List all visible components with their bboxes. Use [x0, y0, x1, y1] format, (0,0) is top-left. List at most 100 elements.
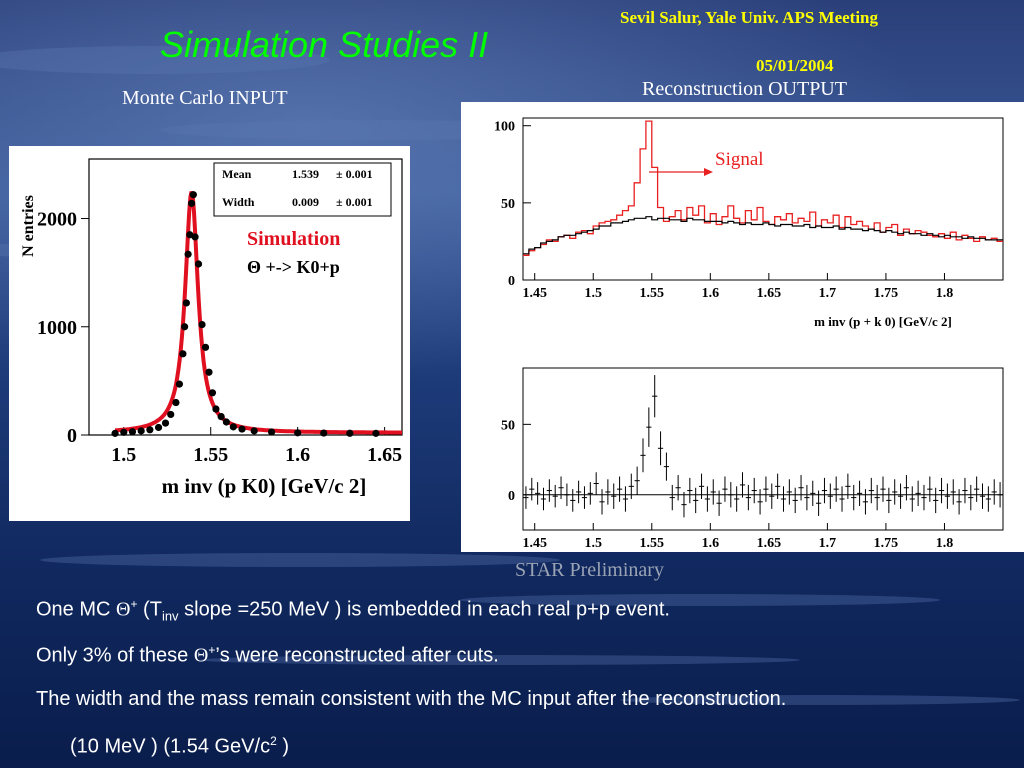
signal-arrowhead: [704, 168, 713, 176]
mc-ytick-label: 2000: [37, 209, 77, 231]
reco-bottom-data-point: [716, 490, 722, 516]
mc-data-point: [191, 233, 199, 241]
reco-bottom-xtick-label: 1.45: [522, 536, 547, 551]
reco-bottom-data-point: [587, 482, 593, 505]
reco-bottom-data-point: [739, 472, 746, 498]
reco-bottom-data-point: [693, 487, 699, 514]
reco-output-chart: 1.45 1.5 1.55 1.6 1.65 1.7 1.75 1.8 0 50 100 Signa…: [494, 117, 1004, 551]
reco-bottom-data-point: [956, 489, 962, 515]
reco-bottom-data-point: [687, 477, 693, 504]
reco-bottom-data-point: [529, 477, 535, 501]
reco-bottom-data-point: [833, 476, 839, 502]
mc-data-point: [201, 343, 210, 351]
mc-data-point: [212, 405, 220, 413]
reco-bottom-data-point: [628, 473, 634, 500]
mc-xtick-label: 1.55: [193, 444, 228, 466]
reco-bottom-data-point: [657, 431, 664, 466]
reco-bottom-data-point: [769, 483, 775, 509]
stats-mean-label: Mean: [222, 167, 252, 181]
right-caption: Reconstruction OUTPUT: [642, 78, 847, 100]
header-author: Sevil Salur, Yale Univ. APS Meeting: [620, 8, 879, 27]
mc-ytick-label: 0: [67, 425, 77, 447]
reco-bottom-data-point: [874, 484, 880, 511]
reco-bottom-data-point: [938, 477, 945, 504]
bullet-embedded: One MC Θ+ (Tinv slope =250 MeV ) is embe…: [36, 597, 670, 624]
reco-output-panel: 1.45 1.5 1.55 1.6 1.65 1.7 1.75 1.8 0 50 100 Signa…: [461, 102, 1024, 552]
stats-width-error: ± 0.001: [336, 195, 373, 209]
b1-mid: (T: [137, 598, 162, 621]
bullet-reconstructed: Only 3% of these Θ+’s were reconstructed…: [36, 643, 499, 668]
reco-top-xtick-label: 1.5: [584, 286, 602, 301]
reco-bottom-xtick-label: 1.8: [936, 536, 954, 551]
reco-bottom-data-point: [821, 477, 828, 504]
mc-data-point: [189, 191, 197, 199]
reco-bottom-xtick-label: 1.7: [819, 536, 837, 551]
b1-pre: One MC: [36, 598, 117, 621]
mc-stats-box: [213, 162, 392, 217]
mc-data-point: [137, 427, 145, 435]
reco-black-histogram: [523, 216, 1003, 255]
b2-sup: +: [208, 643, 216, 657]
reco-bottom-xtick-label: 1.5: [584, 536, 602, 551]
reco-bottom-data-point: [634, 466, 640, 495]
slide-title: Simulation Studies II: [160, 24, 489, 65]
reco-bottom-data-point: [792, 487, 798, 514]
reco-bottom-data-point: [757, 489, 763, 515]
reco-bottom-data-point: [564, 483, 570, 507]
reco-bottom-data-point: [892, 479, 898, 505]
mc-data-point: [294, 429, 302, 437]
reco-bottom-data-point: [845, 473, 851, 500]
reco-bottom-data-point: [897, 483, 904, 509]
reco-bottom-data-point: [611, 483, 617, 509]
mc-data-point: [154, 423, 163, 432]
mc-data-point: [175, 380, 184, 388]
mc-data-point: [250, 427, 258, 435]
reco-bottom-frame: [522, 367, 1004, 531]
reco-bottom-data-point: [974, 476, 980, 502]
reco-top-xtick-label: 1.65: [757, 286, 782, 301]
reco-bottom-data-point: [745, 484, 751, 511]
b2-pre: Only 3% of these: [36, 644, 194, 667]
reco-bottom-data-point: [669, 484, 675, 511]
mc-data-point: [184, 250, 192, 258]
mc-data-point: [198, 321, 206, 329]
reco-bottom-data-point: [681, 491, 687, 518]
mc-data-point: [172, 398, 180, 407]
reco-bottom-data-point: [663, 452, 670, 481]
reco-bottom-data-point: [944, 483, 950, 509]
reco-bottom-data-point: [886, 487, 892, 514]
mc-data-point: [267, 428, 276, 436]
reco-bottom-data-point: [570, 489, 576, 512]
reco-bottom-data-point: [675, 475, 681, 501]
reco-bottom-data-point: [868, 477, 874, 504]
reco-bottom-data-point: [622, 486, 629, 512]
reco-bottom-xtick-label: 1.55: [640, 536, 665, 551]
reco-bottom-data-point: [546, 479, 552, 502]
mc-data-point: [128, 428, 137, 436]
reco-red-histogram: [523, 120, 1003, 256]
reco-bottom-data-point: [581, 486, 588, 509]
reco-bottom-data-point: [734, 486, 740, 512]
reco-top-ytick-label: 50: [501, 197, 515, 212]
reco-bottom-data-point: [810, 480, 816, 507]
b1-sup: +: [130, 597, 138, 611]
reco-bottom-data-point: [605, 479, 611, 505]
reco-bottom-data-point: [827, 483, 833, 509]
mc-ytick-label: 1000: [37, 317, 77, 339]
mc-data-point: [187, 199, 196, 207]
b1-post: slope =250 MeV ) is embedded in each rea…: [178, 598, 670, 621]
b1-theta: Θ: [116, 598, 131, 621]
mc-data-point: [238, 425, 246, 433]
reco-bottom-data-point: [856, 480, 863, 507]
mc-data-point: [208, 389, 217, 397]
reco-bottom-data-point: [523, 486, 529, 509]
mc-data-point: [222, 418, 230, 426]
star-preliminary-label: STAR Preliminary: [515, 559, 664, 581]
reco-bottom-data-point: [775, 473, 781, 500]
mc-input-chart: 1.5 1.55 1.6 1.65 0 1000 2000 Mean 1.539 ± 0.0…: [20, 158, 403, 498]
reco-bottom-data-point: [646, 407, 652, 447]
reco-bottom-data-point: [851, 484, 857, 511]
reco-bottom-data-point: [780, 486, 787, 512]
reco-bottom-data-point: [804, 484, 810, 511]
mc-data-point: [205, 368, 213, 376]
